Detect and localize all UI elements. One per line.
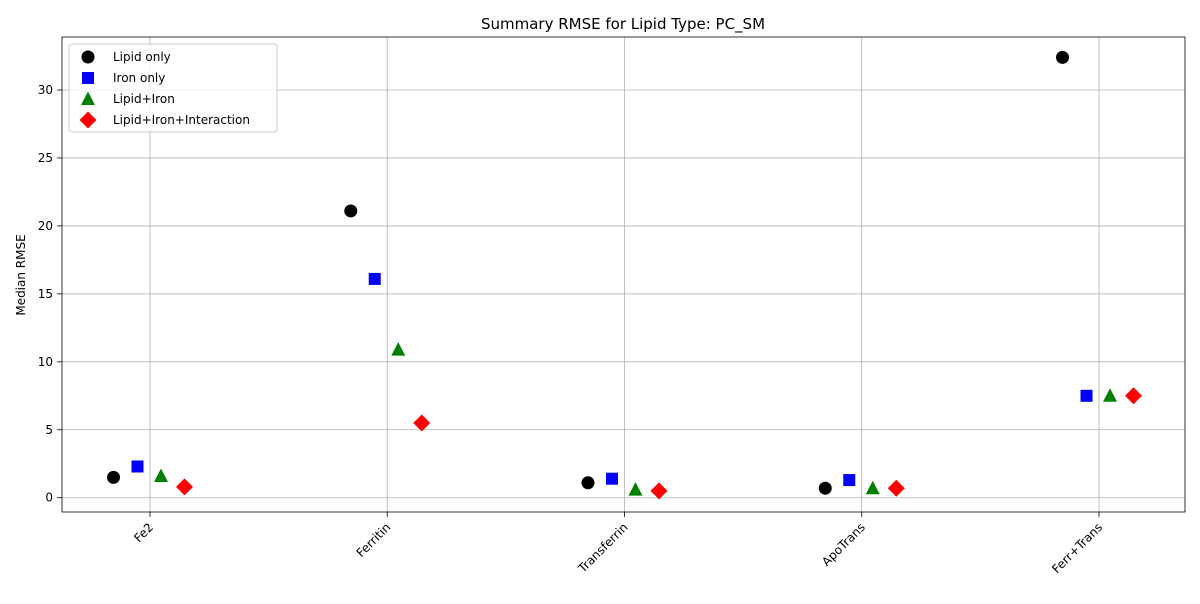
legend: Lipid only Iron only Lipid+Iron Lipid+Iron+… — [68, 43, 278, 133]
legend-marker-circle — [81, 50, 95, 64]
y-axis: 0 5 10 15 20 25 30 — [38, 83, 62, 505]
legend-label: Lipid+Iron — [113, 92, 175, 106]
data-point-square — [1080, 389, 1093, 402]
legend-marker-square — [82, 72, 94, 84]
data-point-triangle — [865, 480, 880, 495]
y-tick-label: 30 — [38, 83, 53, 97]
data-point-triangle — [391, 342, 406, 356]
data-point-square — [131, 460, 144, 473]
data-point-triangle — [154, 468, 168, 482]
data-point-square — [606, 472, 618, 485]
y-tick-label: 25 — [38, 151, 53, 165]
y-tick-label: 10 — [38, 355, 53, 369]
data-point-square — [843, 474, 856, 487]
plot-frame — [61, 36, 1186, 513]
data-point-triangle — [628, 482, 643, 496]
data-point-circle — [1056, 50, 1069, 64]
y-tick-label: 5 — [45, 423, 53, 437]
legend-marker-diamond — [79, 111, 97, 129]
legend-box — [68, 43, 278, 133]
data-point-circle — [344, 204, 358, 218]
legend-label: Iron only — [113, 71, 165, 85]
y-tick-label: 20 — [38, 219, 53, 233]
data-point-diamond — [176, 478, 193, 496]
legend-marker-triangle — [81, 91, 95, 105]
legend-label: Lipid+Iron+Interaction — [113, 113, 250, 127]
y-tick-label: 15 — [38, 287, 53, 301]
data-point-diamond — [650, 482, 668, 500]
y-axis-label: Median RMSE — [14, 234, 28, 315]
y-tick-label: 0 — [45, 491, 53, 505]
data-point-diamond — [1125, 387, 1142, 405]
data-markers — [107, 50, 1142, 500]
data-point-diamond — [413, 414, 431, 432]
data-point-circle — [818, 481, 832, 495]
data-point-circle — [581, 476, 595, 490]
data-point-circle — [107, 470, 120, 484]
legend-label: Lipid only — [113, 50, 171, 64]
data-point-diamond — [887, 479, 905, 497]
grid — [62, 37, 1185, 512]
data-point-triangle — [1103, 388, 1117, 402]
data-point-square — [368, 272, 381, 285]
chart-title: Summary RMSE for Lipid Type: PC_SM — [481, 15, 765, 34]
